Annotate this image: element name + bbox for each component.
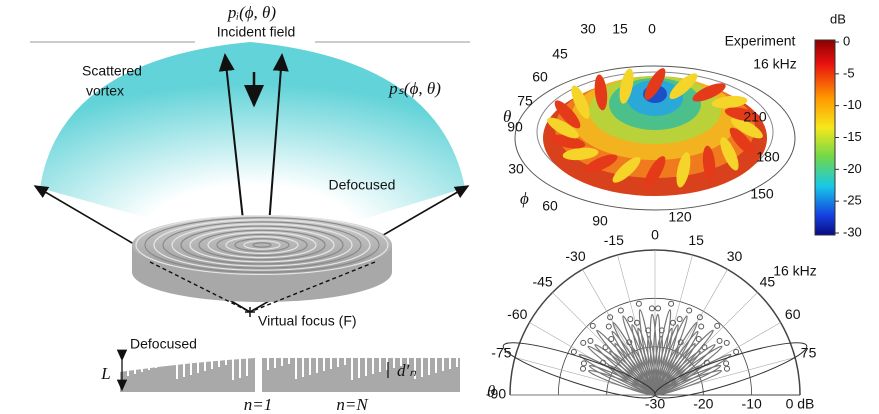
colorbar — [815, 40, 835, 235]
sample — [687, 308, 692, 313]
angle-label: 0 — [651, 227, 659, 243]
sample — [677, 317, 682, 322]
radial-label: 0 dB — [786, 396, 815, 412]
sample — [649, 306, 654, 311]
angle-label: 15 — [688, 232, 704, 248]
elevation-label: 90 — [507, 119, 523, 135]
angle-label: -45 — [532, 273, 552, 289]
radial-label: -10 — [742, 396, 762, 412]
elevation-label: 0 — [648, 21, 656, 37]
defocused-label: Defocused — [130, 336, 197, 352]
sample — [734, 349, 739, 354]
elevation-label: 30 — [580, 21, 596, 37]
sample — [628, 317, 633, 322]
angle-label: 60 — [785, 306, 801, 322]
azimuth-label: 30 — [508, 161, 524, 177]
angle-label: 75 — [801, 345, 817, 361]
ring-label: n=1 — [244, 395, 272, 414]
colorbar-unit: dB — [830, 11, 846, 26]
left-panel: pᵢ(ϕ, θ) Incident field Scattered vortex… — [30, 3, 470, 414]
page: {"left": {"incident_symbol": "pᵢ(ϕ, θ)",… — [0, 0, 879, 414]
defocused-label: Defocused — [329, 177, 396, 193]
colorbar-tick-label: -25 — [843, 193, 862, 208]
frequency-label: 16 kHz — [753, 56, 797, 72]
sample — [590, 323, 595, 328]
sample — [717, 338, 722, 343]
azimuth-label: 210 — [743, 109, 767, 125]
depth-label: d′ₙ — [397, 361, 416, 380]
focus-label: Virtual focus (F) — [258, 313, 357, 329]
sample — [656, 306, 661, 311]
incident-symbol: pᵢ(ϕ, θ) — [227, 3, 277, 22]
azimuth-label: 60 — [542, 198, 558, 214]
colorbar-tick-label: 0 — [843, 33, 850, 48]
sample — [636, 301, 641, 306]
sample — [699, 324, 704, 329]
colorbar-tick-label: -30 — [843, 224, 862, 239]
angle-label: -90 — [486, 386, 506, 402]
ring-label: n=N — [336, 395, 369, 414]
elevation-label: 45 — [552, 46, 568, 62]
elevation-label: 60 — [532, 69, 548, 85]
colorbar-tick-label: -5 — [843, 65, 855, 80]
panel-title: Experiment — [725, 33, 796, 49]
focus-mark — [245, 307, 255, 317]
sample — [671, 320, 676, 325]
incident-label: Incident field — [217, 24, 296, 40]
sample — [724, 340, 729, 345]
angle-label: -75 — [491, 345, 511, 361]
sample — [724, 361, 729, 366]
sample — [724, 366, 729, 371]
angle-label: -15 — [604, 232, 624, 248]
angle-label: 45 — [760, 273, 776, 289]
angle-label: -60 — [507, 306, 527, 322]
sample — [588, 338, 593, 343]
colorbar-tick-label: -20 — [843, 161, 862, 176]
thickness-label: L — [100, 364, 110, 383]
angle-label: -30 — [565, 248, 585, 264]
sample — [609, 337, 614, 342]
sample — [581, 340, 586, 345]
figure: pᵢ(ϕ, θ) Incident field Scattered vortex… — [0, 0, 879, 414]
scattered-symbol: pₛ(ϕ, θ) — [388, 79, 441, 98]
colorbar-tick-label: -10 — [843, 97, 862, 112]
azimuth-label: 120 — [668, 209, 692, 225]
scattered-label: vortex — [86, 83, 124, 99]
azimuth-label: 180 — [756, 149, 780, 165]
frequency-label: 16 kHz — [773, 263, 817, 279]
phi-label: ϕ — [520, 189, 529, 208]
elevation-label: 75 — [517, 93, 533, 109]
sample — [634, 320, 639, 325]
sample — [715, 323, 720, 328]
sample — [606, 324, 611, 329]
sample — [581, 366, 586, 371]
azimuth-label: 150 — [750, 186, 774, 202]
angle-label: 30 — [727, 248, 743, 264]
sample — [571, 349, 576, 354]
scattered-label: Scattered — [82, 63, 142, 79]
azimuth-label: 90 — [592, 213, 608, 229]
sample — [618, 308, 623, 313]
sample — [669, 301, 674, 306]
elevation-label: 15 — [612, 21, 628, 37]
radiation-pattern — [543, 65, 767, 196]
radial-label: -20 — [693, 396, 713, 412]
sample — [581, 361, 586, 366]
colorbar-tick-label: -15 — [843, 129, 862, 144]
